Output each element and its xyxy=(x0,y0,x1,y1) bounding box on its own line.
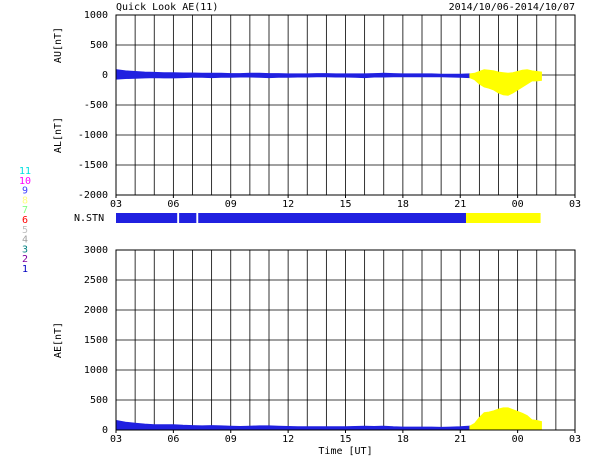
x-tick-label: 12 xyxy=(282,434,294,445)
station-label: 10 xyxy=(19,176,31,187)
x-axis-label: Time [UT] xyxy=(318,446,372,457)
x-tick-label: 12 xyxy=(282,199,294,210)
station-label: 6 xyxy=(22,215,28,226)
area xyxy=(469,69,542,76)
x-tick-label: 15 xyxy=(339,434,351,445)
x-tick-label: 21 xyxy=(454,434,466,445)
station-label: 3 xyxy=(22,244,28,255)
x-tick-label: 03 xyxy=(110,199,122,210)
y-tick-label: 0 xyxy=(102,70,108,81)
date-range: 2014/10/06-2014/10/07 xyxy=(449,2,575,13)
x-tick-label: 00 xyxy=(512,434,524,445)
chart-title: Quick Look AE(11) xyxy=(116,2,218,13)
x-tick-label: 03 xyxy=(110,434,122,445)
station-label: 2 xyxy=(22,254,28,265)
y-tick-label: -1000 xyxy=(78,130,108,141)
x-tick-label: 03 xyxy=(569,199,581,210)
station-label: 7 xyxy=(22,205,28,216)
y-tick-label: 3000 xyxy=(84,245,108,256)
area xyxy=(469,407,542,431)
station-label: 8 xyxy=(22,195,28,206)
station-label: 1 xyxy=(22,264,28,275)
y-tick-label: -1500 xyxy=(78,160,108,171)
station-label: 4 xyxy=(22,235,28,246)
x-tick-label: 09 xyxy=(225,199,237,210)
y-axis-label: AL[nT] xyxy=(53,117,64,153)
n-stn-label: N.STN xyxy=(74,213,104,224)
y-axis-label: AE[nT] xyxy=(53,322,64,358)
x-tick-label: 00 xyxy=(512,199,524,210)
area xyxy=(115,69,471,76)
area xyxy=(115,419,471,431)
x-tick-label: 06 xyxy=(167,199,179,210)
n-stn-segment xyxy=(465,213,541,223)
y-tick-label: 1000 xyxy=(84,365,108,376)
area xyxy=(469,74,542,96)
y-tick-label: 500 xyxy=(90,395,108,406)
x-tick-label: 18 xyxy=(397,199,409,210)
x-tick-label: 18 xyxy=(397,434,409,445)
n-stn-segment xyxy=(116,213,178,223)
x-tick-label: 15 xyxy=(339,199,351,210)
station-label: 9 xyxy=(22,186,28,197)
y-axis-label: AU[nT] xyxy=(53,27,64,63)
y-tick-label: 2000 xyxy=(84,305,108,316)
y-tick-label: 0 xyxy=(102,425,108,436)
y-tick-label: 1500 xyxy=(84,335,108,346)
x-tick-label: 21 xyxy=(454,199,466,210)
n-stn-segment xyxy=(179,213,197,223)
n-stn-segment xyxy=(198,213,466,223)
x-tick-label: 06 xyxy=(167,434,179,445)
y-tick-label: 500 xyxy=(90,40,108,51)
y-tick-label: -2000 xyxy=(78,190,108,201)
plot-frame xyxy=(115,249,576,431)
x-tick-label: 09 xyxy=(225,434,237,445)
y-tick-label: 2500 xyxy=(84,275,108,286)
y-tick-label: -500 xyxy=(84,100,108,111)
y-tick-label: 1000 xyxy=(84,10,108,21)
station-label: 11 xyxy=(19,166,31,177)
area xyxy=(115,74,471,80)
plot-frame xyxy=(115,14,576,196)
x-tick-label: 03 xyxy=(569,434,581,445)
station-label: 5 xyxy=(22,225,28,236)
